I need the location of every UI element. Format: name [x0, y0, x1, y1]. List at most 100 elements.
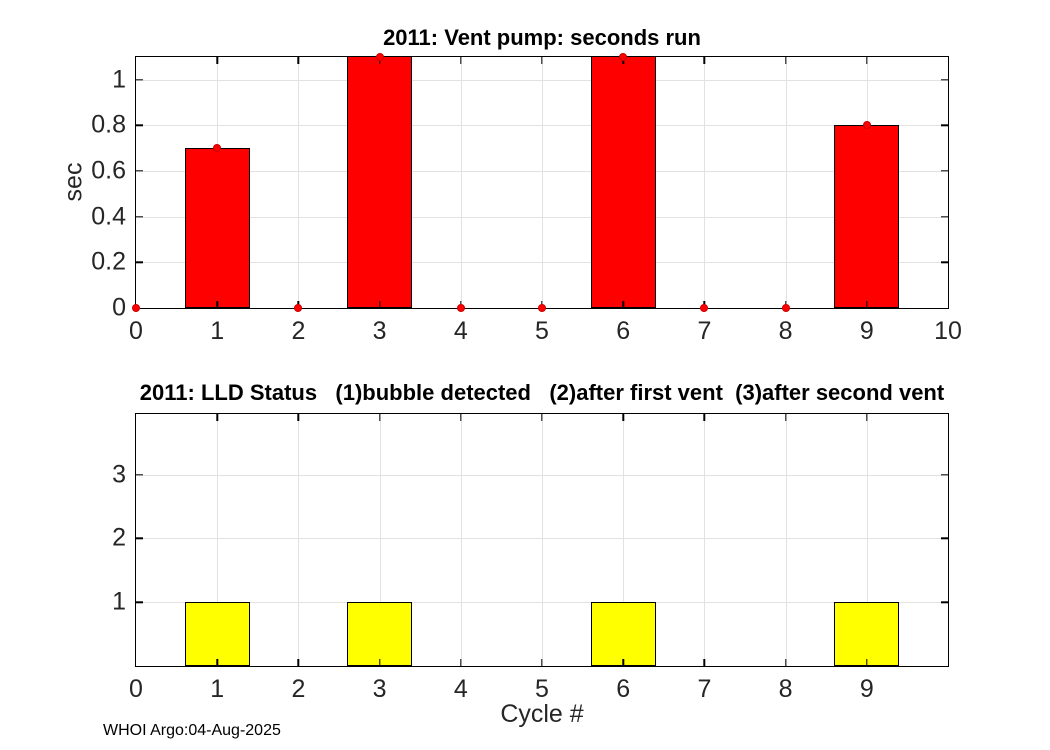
data-point-marker — [781, 304, 790, 312]
x-gridline — [785, 414, 787, 666]
y-tick-mark — [136, 79, 143, 81]
bar — [347, 602, 413, 666]
x-tick-mark — [216, 301, 218, 308]
data-point-marker — [213, 144, 222, 153]
x-tick-mark — [622, 414, 624, 421]
x-tick-label: 8 — [778, 675, 793, 703]
x-tick-mark — [866, 301, 868, 308]
x-tick-mark — [460, 659, 462, 666]
x-tick-mark — [378, 301, 381, 308]
y-tick-mark — [136, 473, 143, 476]
x-axis-label-cycle: Cycle # — [500, 700, 584, 728]
x-tick-mark — [216, 57, 218, 64]
x-tick-label: 3 — [372, 317, 387, 345]
x-tick-label: 1 — [210, 675, 225, 703]
y-tick-mark — [941, 170, 948, 172]
x-tick-mark — [541, 57, 543, 64]
x-gridline — [542, 57, 543, 308]
x-tick-mark — [541, 414, 543, 421]
x-gridline — [460, 57, 462, 308]
lld-status-chart-title: 2011: LLD Status (1)bubble detected (2)a… — [139, 380, 945, 405]
x-tick-label: 3 — [372, 675, 387, 703]
x-tick-mark — [297, 659, 300, 666]
x-tick-mark — [541, 659, 543, 666]
x-gridline — [704, 57, 706, 308]
y-tick-label: 0.8 — [91, 110, 126, 139]
x-tick-label: 4 — [453, 317, 468, 345]
x-tick-mark — [216, 414, 218, 421]
x-gridline — [298, 414, 300, 666]
y-axis-label-sec: sec — [59, 162, 88, 202]
x-gridline — [542, 414, 543, 666]
data-point-marker — [700, 304, 709, 312]
y-gridline — [136, 262, 948, 264]
y-tick-mark — [941, 473, 948, 476]
x-tick-mark — [460, 57, 462, 64]
y-tick-mark — [941, 261, 948, 264]
x-tick-label: 7 — [697, 317, 712, 345]
y-tick-label: 1 — [112, 587, 126, 616]
data-point-marker — [375, 53, 384, 61]
x-tick-label: 2 — [291, 675, 306, 703]
y-tick-label: 3 — [112, 460, 126, 489]
y-gridline — [136, 602, 948, 604]
vent-pump-chart-title: 2011: Vent pump: seconds run — [383, 25, 701, 50]
lld-status-plot-area: 0 1 2 3 4 5 6 7 8 9 1 2 3 — [112, 413, 949, 703]
x-tick-mark — [378, 414, 381, 421]
data-point-marker — [538, 304, 546, 312]
x-tick-mark — [297, 57, 300, 64]
y-gridline — [136, 125, 948, 127]
bar — [347, 57, 413, 308]
x-gridline — [298, 57, 300, 308]
x-tick-mark — [784, 414, 787, 421]
x-tick-mark — [784, 659, 787, 666]
data-point-marker — [619, 53, 628, 61]
y-tick-label: 0.6 — [91, 156, 126, 185]
y-tick-mark — [941, 124, 948, 127]
x-gridline — [704, 414, 706, 666]
x-gridline — [460, 414, 462, 666]
bar — [834, 125, 900, 308]
x-tick-label: 5 — [535, 317, 549, 345]
x-tick-label: 8 — [778, 317, 793, 345]
x-tick-label: 2 — [291, 317, 306, 345]
x-tick-label: 10 — [934, 317, 962, 345]
y-tick-mark — [136, 537, 143, 540]
x-tick-mark — [216, 659, 218, 666]
x-gridline — [866, 414, 868, 666]
x-gridline — [623, 414, 625, 666]
x-tick-mark — [866, 414, 868, 421]
y-gridline — [136, 79, 948, 81]
x-tick-mark — [784, 57, 787, 64]
x-tick-label: 9 — [859, 675, 874, 703]
x-tick-mark — [622, 301, 624, 308]
bar — [184, 602, 250, 666]
y-tick-label: 2 — [112, 523, 126, 552]
y-gridline — [136, 538, 948, 540]
x-tick-mark — [703, 414, 706, 421]
x-tick-mark — [866, 57, 868, 64]
x-tick-mark — [622, 659, 624, 666]
y-tick-mark — [136, 170, 143, 172]
data-point-marker — [294, 304, 303, 312]
x-gridline — [379, 414, 381, 666]
x-tick-label: 6 — [616, 317, 631, 345]
x-tick-mark — [297, 414, 300, 421]
y-tick-mark — [941, 79, 948, 81]
x-tick-label: 7 — [697, 675, 712, 703]
y-gridline — [136, 216, 948, 218]
y-tick-label: 0.4 — [91, 202, 126, 231]
data-point-marker — [132, 304, 140, 312]
x-tick-label: 0 — [129, 675, 143, 703]
y-tick-mark — [136, 124, 143, 127]
y-tick-mark — [136, 261, 143, 264]
y-tick-mark — [941, 601, 948, 603]
x-tick-mark — [703, 659, 706, 666]
bar — [590, 602, 656, 666]
y-gridline — [136, 474, 948, 476]
bar — [590, 57, 656, 308]
x-gridline — [785, 57, 787, 308]
x-tick-mark — [460, 414, 462, 421]
y-tick-mark — [136, 601, 143, 603]
